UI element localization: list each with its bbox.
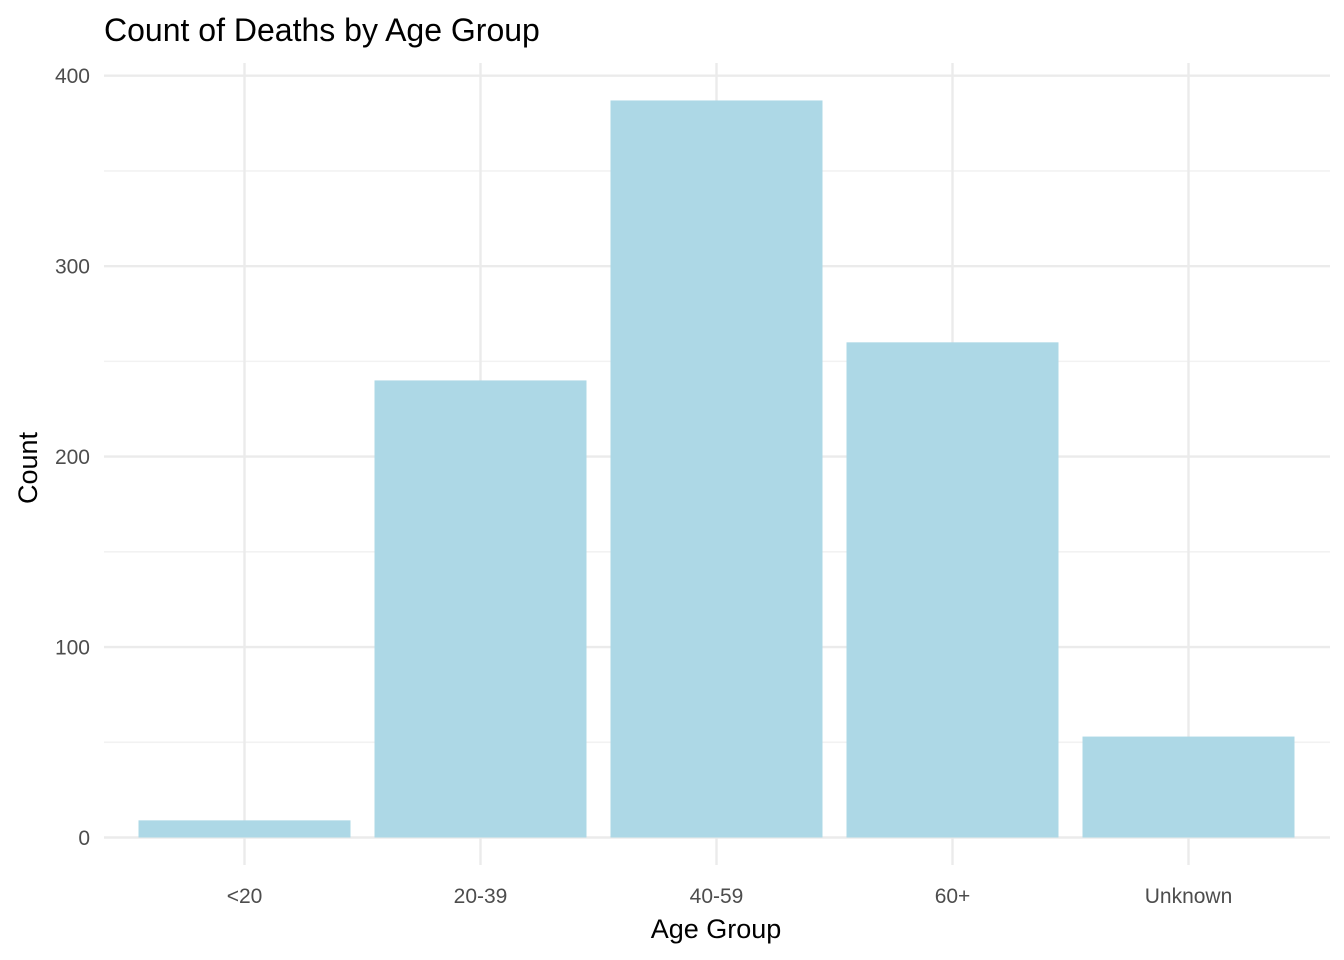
x-tick-label: <20 (227, 885, 263, 908)
y-tick-label: 200 (55, 446, 90, 469)
x-tick-label: Unknown (1145, 885, 1233, 908)
chart-title: Count of Deaths by Age Group (104, 12, 540, 48)
y-tick-label: 300 (55, 256, 90, 279)
bar-20 (138, 820, 351, 838)
y-axis-tick-labels: 0 100 200 300 400 (55, 65, 90, 850)
x-tick-label: 20-39 (454, 885, 508, 908)
y-tick-label: 100 (55, 637, 90, 660)
x-tick-label: 60+ (935, 885, 971, 908)
bars (138, 100, 1295, 838)
y-axis-title: Count (13, 431, 43, 504)
bar-unknown (1082, 736, 1295, 838)
bar-40-59 (610, 100, 823, 838)
y-tick-label: 0 (78, 827, 90, 850)
x-axis-tick-labels: <20 20-39 40-59 60+ Unknown (227, 885, 1233, 908)
bar-60 (846, 342, 1059, 838)
x-axis-title: Age Group (651, 914, 782, 944)
y-tick-label: 400 (55, 65, 90, 88)
x-tick-label: 40-59 (690, 885, 744, 908)
bar-20-39 (374, 380, 587, 838)
